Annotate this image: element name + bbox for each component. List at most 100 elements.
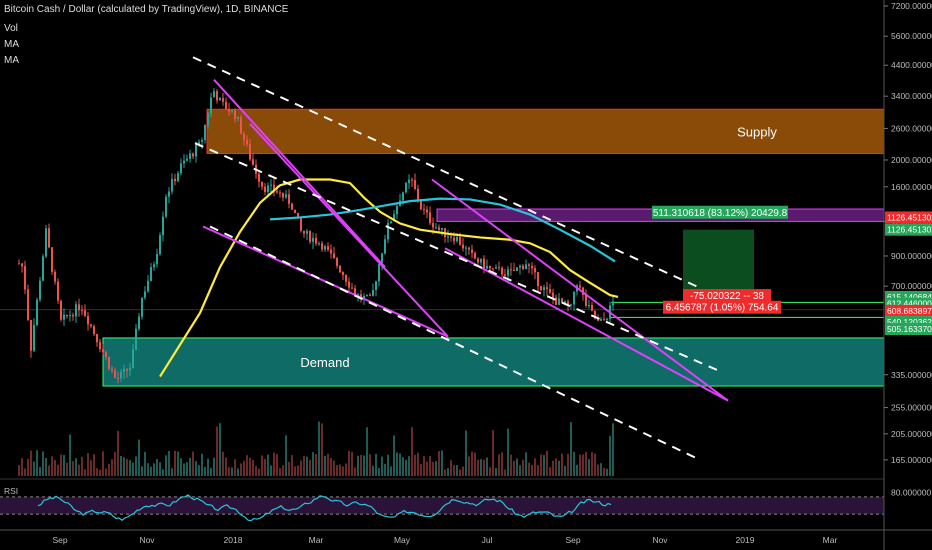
volume-bar (42, 451, 44, 476)
candle-body (306, 231, 308, 234)
candle-body (309, 231, 311, 242)
volume-bar (315, 454, 317, 476)
volume-bar (258, 468, 260, 476)
candle-body (120, 371, 122, 379)
volume-bar (180, 458, 182, 476)
y-tick-label: 335.000000 (891, 370, 932, 380)
volume-bar (396, 452, 398, 476)
candle-body (84, 310, 86, 316)
measure-box-up (652, 205, 788, 219)
candle-body (603, 319, 605, 321)
trendline-5 (444, 247, 729, 402)
candle-body (180, 163, 182, 174)
candle-body (171, 178, 173, 192)
candle-body (90, 324, 92, 327)
candle-body (54, 271, 56, 282)
volume-bar (432, 461, 434, 476)
candle-body (588, 305, 590, 307)
volume-bar (393, 435, 395, 476)
candle-body (264, 186, 266, 193)
volume-bar (87, 453, 89, 476)
candle-body (207, 113, 209, 125)
volume-bar (48, 465, 50, 476)
measure-box-mid (683, 289, 771, 303)
volume-bar (51, 456, 53, 476)
candle-body (354, 288, 356, 296)
volume-bar (162, 469, 164, 476)
candle-body (261, 181, 263, 187)
volume-bar (342, 466, 344, 476)
candle-body (606, 318, 608, 320)
candle-body (252, 159, 254, 165)
candle-body (459, 236, 461, 245)
price-tag-label: 615.140684 (887, 292, 932, 302)
measure-box-down-label: 6.456787 (1.05%) 754.64 (666, 303, 779, 314)
candle-body (597, 318, 599, 321)
candle-body (546, 287, 548, 290)
volume-bar (300, 460, 302, 476)
y-tick-label: 7200.000000 (891, 1, 932, 11)
price-axis: 7200.000000 5600.000000 4400.000000 3400.00… (883, 0, 932, 550)
volume-bar (360, 454, 362, 476)
demand-zone (102, 337, 885, 387)
channel-lower (209, 225, 701, 461)
candle-body (291, 203, 293, 210)
volume-bar (309, 459, 311, 476)
candle-body (183, 160, 185, 164)
candle-body (600, 319, 602, 321)
price-tag (885, 323, 932, 336)
volume-bar (324, 455, 326, 476)
volume-bar (483, 459, 485, 476)
candle-body (60, 300, 62, 320)
volume-bar (207, 458, 209, 476)
candle-body (522, 265, 524, 270)
volume-bar (366, 427, 368, 476)
supply-zone (206, 108, 885, 155)
y-tick-label: 4400.000000 (891, 60, 932, 70)
volume-bar (471, 451, 473, 476)
volume-bar (411, 427, 413, 476)
volume-bar (345, 463, 347, 476)
volume-bar (522, 459, 524, 476)
volume-bar (561, 453, 563, 476)
volume-bar (147, 463, 149, 476)
supply-label: Supply (737, 124, 777, 139)
x-tick-label: 2018 (224, 535, 243, 545)
rsi-band (0, 496, 884, 515)
volume-bar (549, 467, 551, 476)
volume-bar (219, 423, 221, 476)
volume-bar (291, 455, 293, 476)
candle-body (594, 310, 596, 319)
volume-bar (18, 465, 20, 476)
volume-bar (174, 450, 176, 476)
volume-bar (489, 467, 491, 476)
candle-body (219, 98, 221, 101)
volume-bar (144, 451, 146, 476)
candle-body (174, 178, 176, 182)
volume-bar (123, 457, 125, 476)
volume-bar (594, 453, 596, 476)
volume-bar (222, 451, 224, 476)
candle-body (228, 109, 230, 112)
candle-body (213, 91, 215, 98)
volume-bar (453, 465, 455, 476)
volume-bar (156, 458, 158, 476)
ma-label-2: MA (4, 55, 19, 66)
candle-body (45, 228, 47, 257)
y-tick-label: 165.000000 (891, 455, 932, 465)
candle-body (273, 184, 275, 192)
volume-bar (279, 468, 281, 476)
candle-body (492, 268, 494, 270)
volume-bar (492, 430, 494, 476)
candle-body (279, 192, 281, 194)
volume-bar (66, 462, 68, 476)
volume-bar (45, 457, 47, 476)
candle-body (579, 285, 581, 288)
volume-bar (195, 461, 197, 476)
candle-body (441, 228, 443, 230)
volume-bar (303, 455, 305, 476)
candle-body (426, 209, 428, 213)
ma-label-1: MA (4, 39, 19, 50)
volume-bar (189, 457, 191, 476)
